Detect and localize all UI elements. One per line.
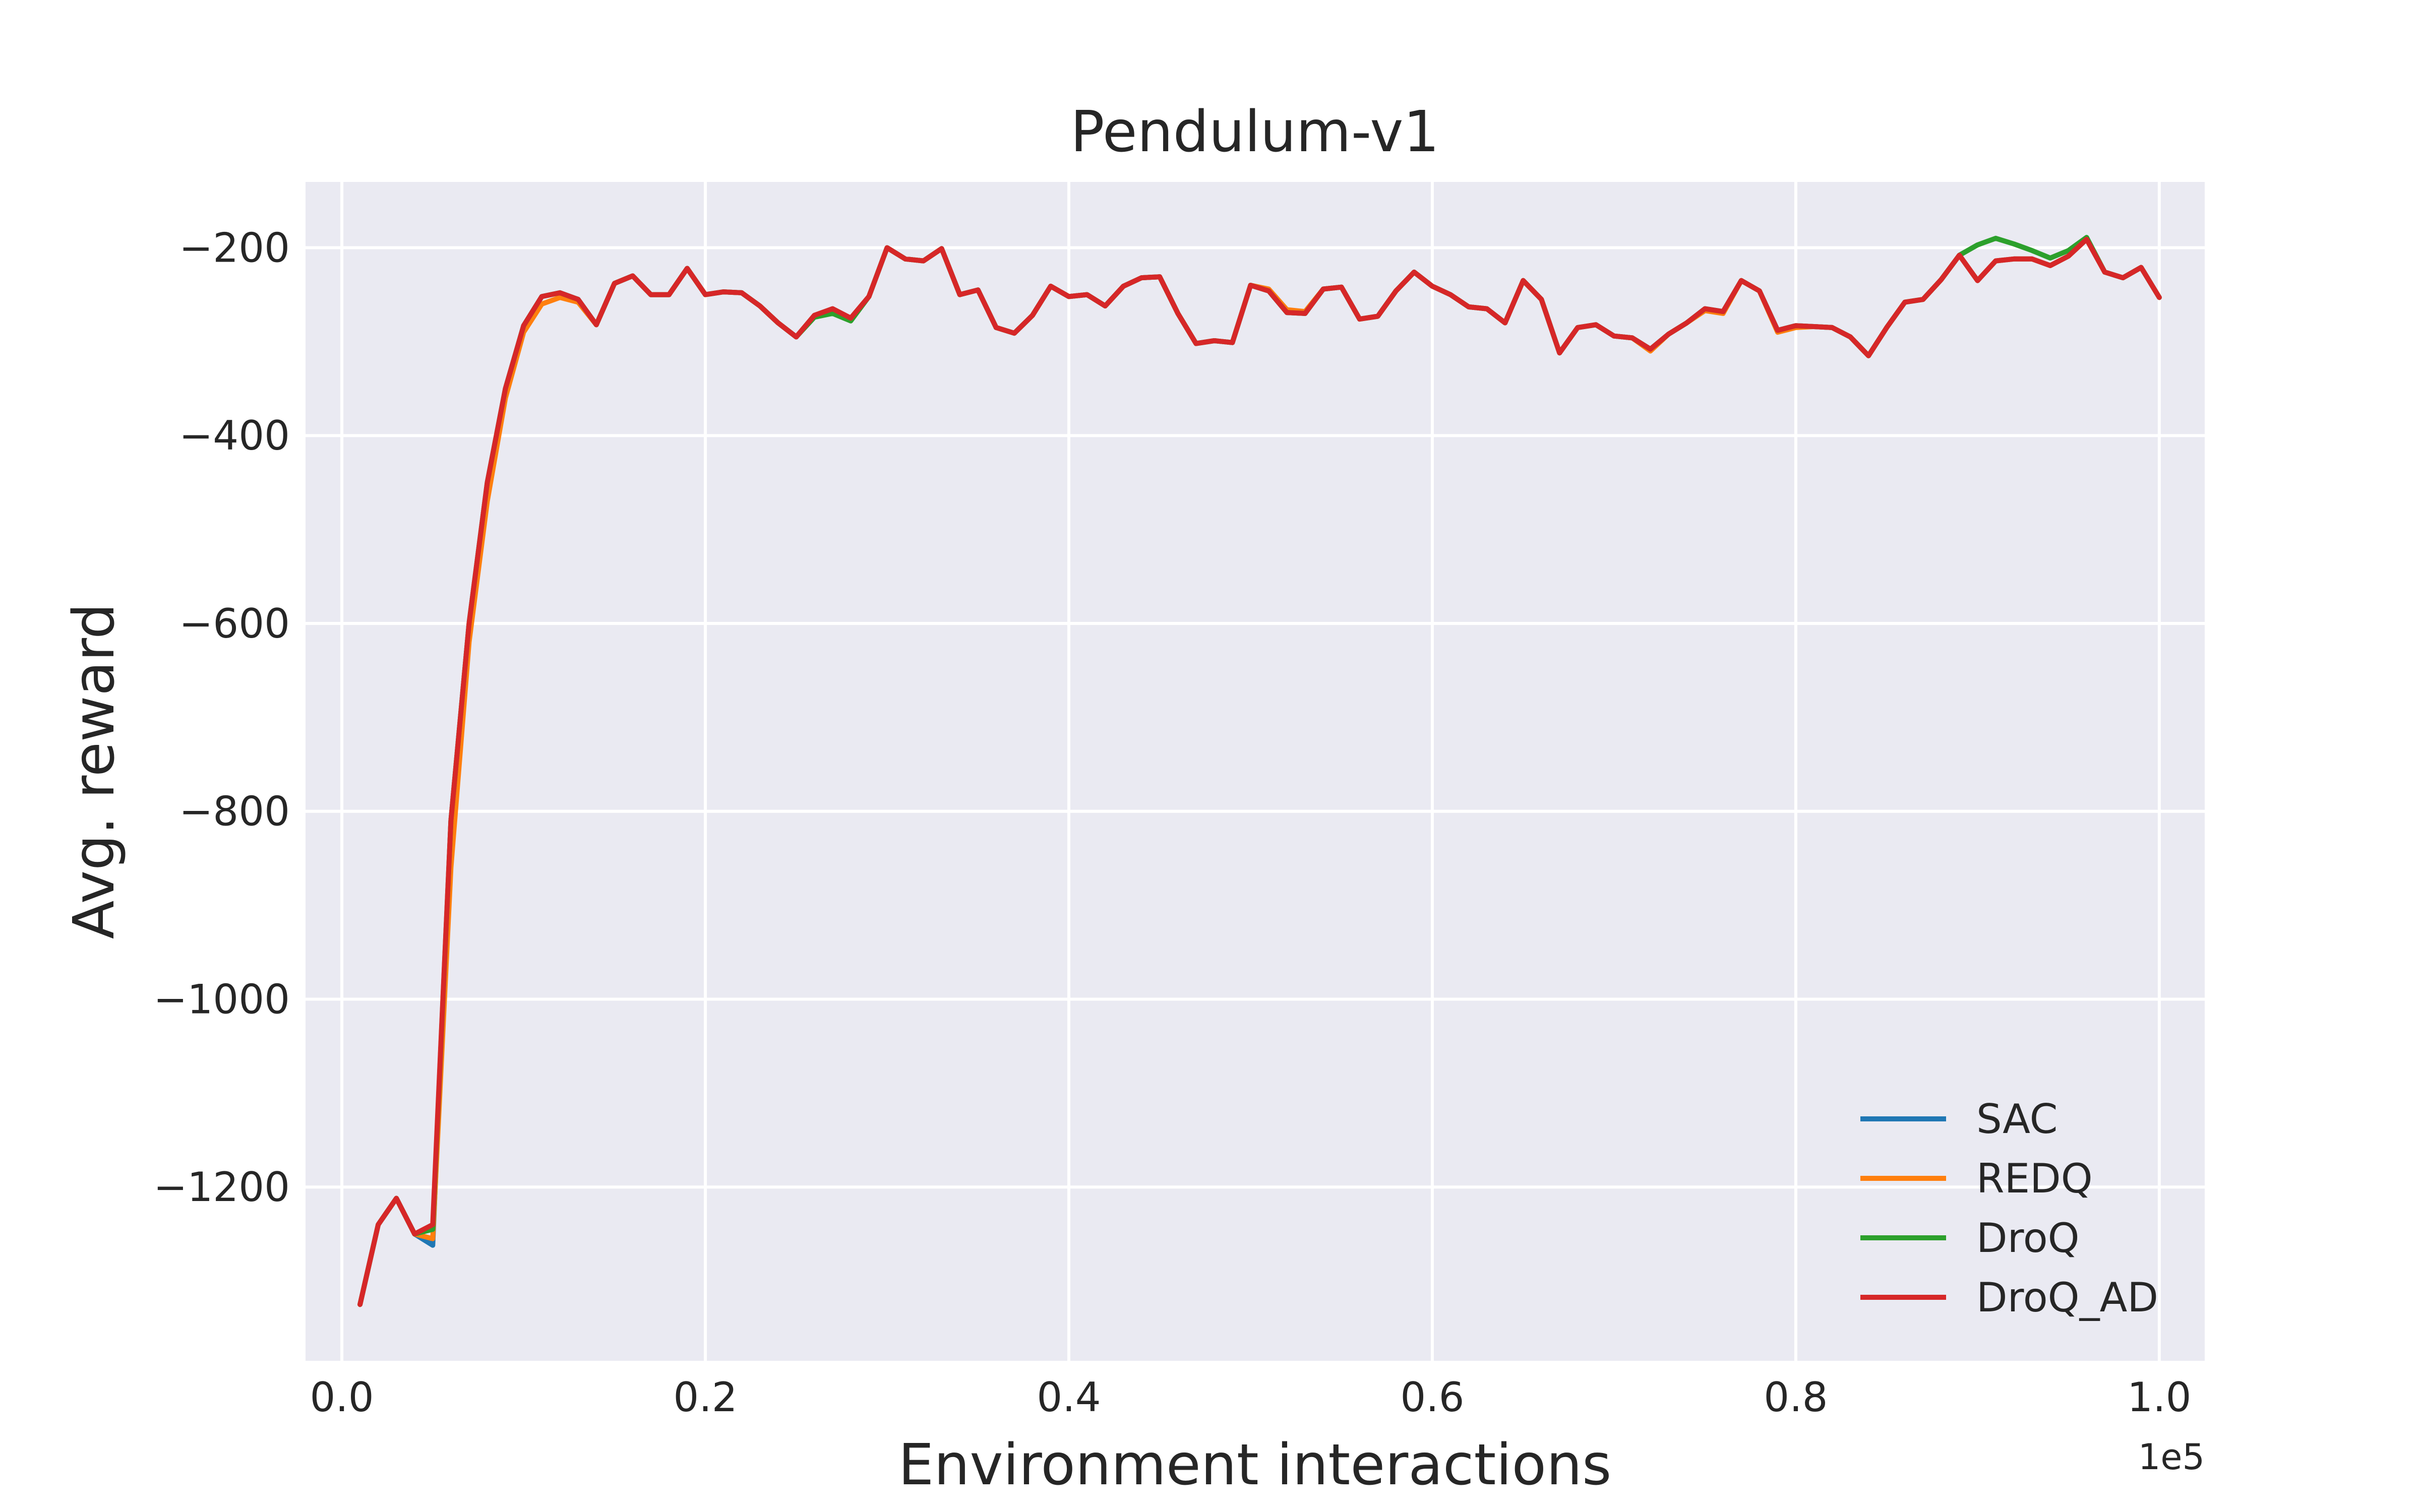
- x-axis-offset-label: 1e5: [2138, 1436, 2205, 1478]
- y-tick-labels: −1200 −1000 −800 −600 −400 −200: [153, 224, 290, 1211]
- x-axis-title: Environment interactions: [898, 1432, 1612, 1498]
- legend-label: DroQ: [1976, 1215, 2080, 1262]
- x-tick-label: 0.6: [1400, 1374, 1464, 1421]
- y-tick-label: −200: [179, 224, 290, 271]
- y-tick-label: −400: [179, 412, 290, 459]
- y-axis-title: Avg. reward: [62, 603, 127, 939]
- series-lines: [357, 235, 2162, 1307]
- y-tick-label: −1000: [153, 976, 290, 1023]
- x-tick-labels: 0.0 0.2 0.4 0.6 0.8 1.0: [310, 1374, 2191, 1421]
- y-tick-label: −800: [179, 788, 290, 835]
- x-tick-label: 0.2: [673, 1374, 737, 1421]
- legend-label: DroQ_AD: [1976, 1274, 2158, 1321]
- grid-lines: [306, 182, 2205, 1361]
- series-line-droq-ad: [357, 236, 2162, 1307]
- legend: SAC REDQ DroQ DroQ_AD: [1860, 1096, 2158, 1321]
- x-tick-label: 0.8: [1764, 1374, 1828, 1421]
- legend-label: REDQ: [1976, 1155, 2093, 1202]
- y-tick-label: −600: [179, 600, 290, 647]
- plot-background: [306, 182, 2205, 1361]
- chart-title: Pendulum-v1: [1070, 99, 1439, 165]
- x-tick-label: 0.4: [1037, 1374, 1101, 1421]
- legend-label: SAC: [1976, 1096, 2058, 1143]
- x-tick-label: 0.0: [310, 1374, 374, 1421]
- y-tick-label: −1200: [153, 1164, 290, 1211]
- x-tick-label: 1.0: [2127, 1374, 2191, 1421]
